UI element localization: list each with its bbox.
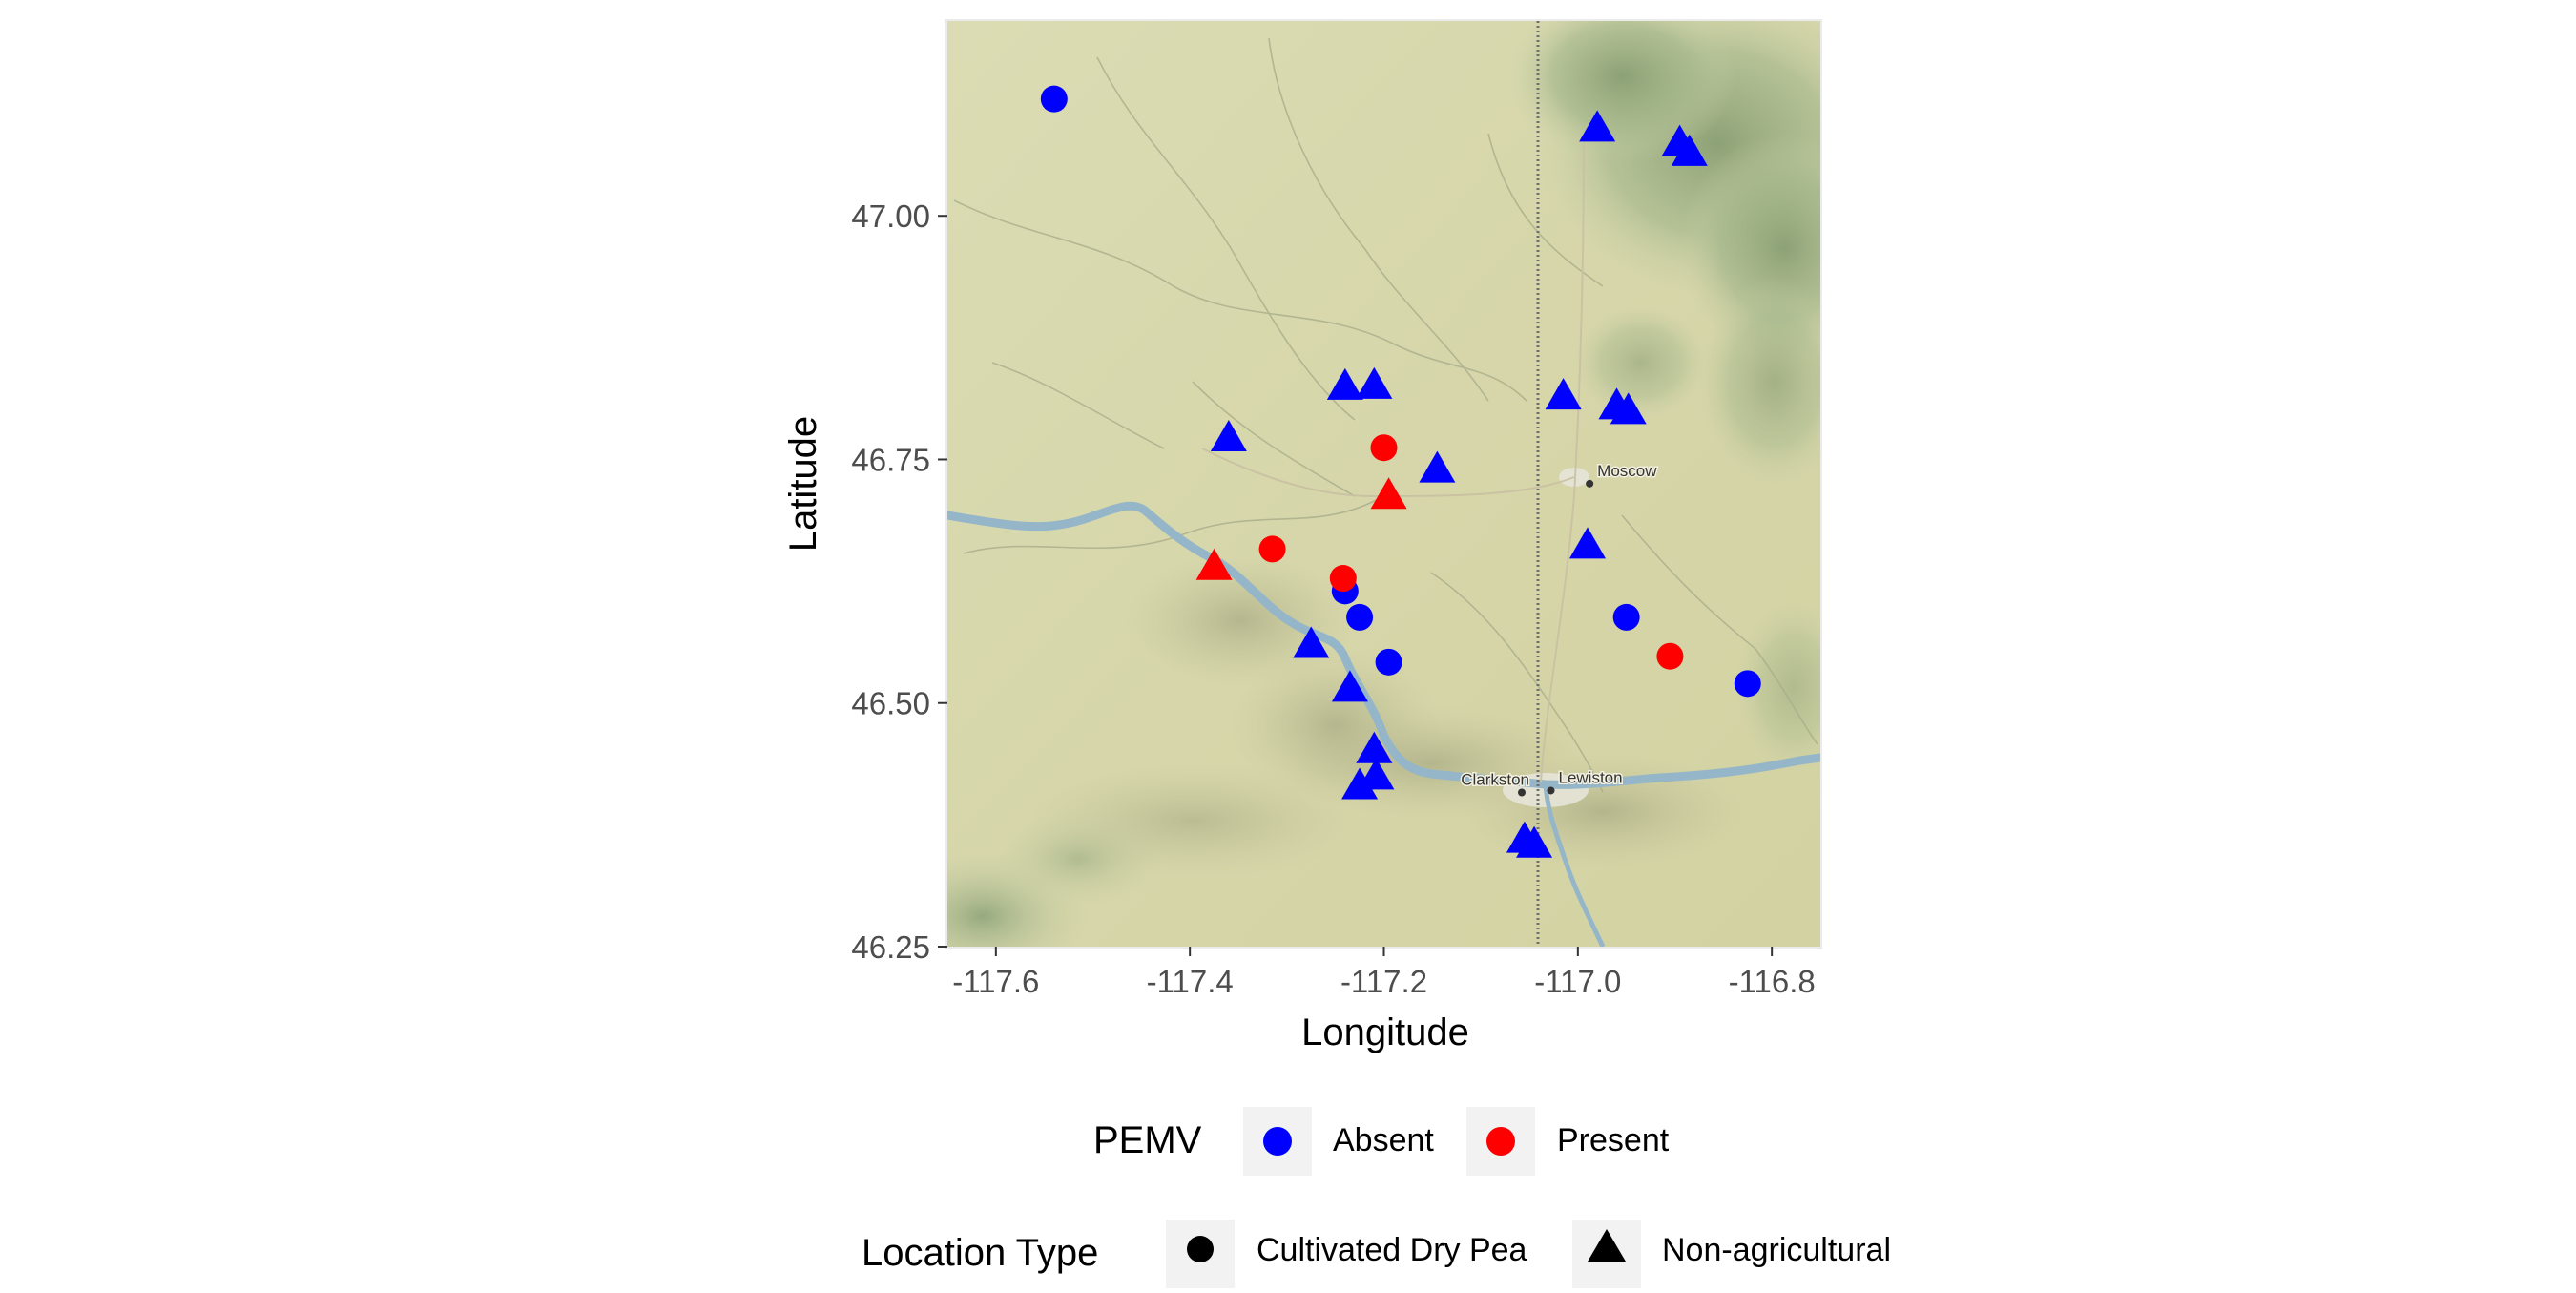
point-circle-absent [1612,603,1640,631]
point-triangle-absent [1610,392,1647,425]
city-label: Lewiston [1559,768,1623,786]
y-axis: 46.25 46.50 46.75 47.00 [851,198,947,965]
data-points [1040,85,1761,858]
y-tick-label: 47.00 [851,198,930,234]
legend-location-type-title: Location Type [862,1232,1098,1274]
point-triangle-absent [1579,110,1616,142]
legend-key-absent [1263,1127,1292,1156]
city-marker [1518,788,1526,797]
point-triangle-absent [1569,527,1606,559]
point-circle-absent [1040,85,1068,113]
legend-pemv-title: PEMV [1093,1119,1202,1161]
legend-label-present: Present [1557,1122,1670,1158]
point-triangle-present [1370,477,1407,510]
legend-label-cultivated: Cultivated Dry Pea [1257,1232,1527,1268]
x-tick-label: -117.2 [1340,964,1427,999]
legend-label-absent: Absent [1333,1122,1434,1158]
point-triangle-absent [1356,366,1393,399]
x-tick-label: -117.6 [952,964,1039,999]
point-circle-present [1258,535,1286,563]
point-circle-absent [1346,603,1374,631]
x-axis-title: Longitude [1301,1011,1469,1053]
point-triangle-absent [1671,134,1708,166]
point-triangle-absent [1331,670,1368,702]
city-marker [1586,479,1594,488]
point-triangle-present [1195,548,1233,580]
x-tick-label: -117.0 [1534,964,1621,999]
legend-key-triangle [1588,1229,1626,1262]
legend-location-type: Location Type Cultivated Dry Pea Non-agr… [862,1220,1891,1288]
y-axis-title: Latitude [782,416,824,552]
legend-key-circle [1187,1236,1214,1262]
legend-label-nonag: Non-agricultural [1662,1232,1891,1268]
terrain-basemap: Moscow Lewiston Clarkston [947,21,1820,947]
point-circle-present [1329,565,1357,593]
point-circle-absent [1375,648,1402,676]
point-triangle-absent [1356,731,1393,763]
x-tick-label: -116.8 [1729,964,1816,999]
point-triangle-absent [1341,767,1379,800]
y-tick-label: 46.25 [851,929,930,965]
y-tick-label: 46.75 [851,442,930,477]
point-triangle-absent [1545,378,1582,410]
point-triangle-absent [1419,450,1456,483]
x-tick-label: -117.4 [1147,964,1234,999]
point-triangle-absent [1293,626,1330,658]
point-circle-present [1656,642,1684,670]
point-triangle-absent [1326,367,1363,400]
y-tick-label: 46.50 [851,686,930,721]
point-triangle-absent [1516,825,1553,858]
point-circle-present [1370,434,1398,462]
legend-pemv: PEMV Absent Present [1093,1107,1670,1176]
x-axis: -117.6 -117.4 -117.2 -117.0 -116.8 [952,947,1816,999]
city-marker [1547,786,1555,795]
point-circle-absent [1734,670,1761,698]
snake-river [947,501,1820,789]
city-label: Moscow [1597,462,1657,480]
point-triangle-absent [1210,420,1247,452]
city-label: Clarkston [1461,771,1529,789]
legend-key-present [1486,1127,1515,1156]
